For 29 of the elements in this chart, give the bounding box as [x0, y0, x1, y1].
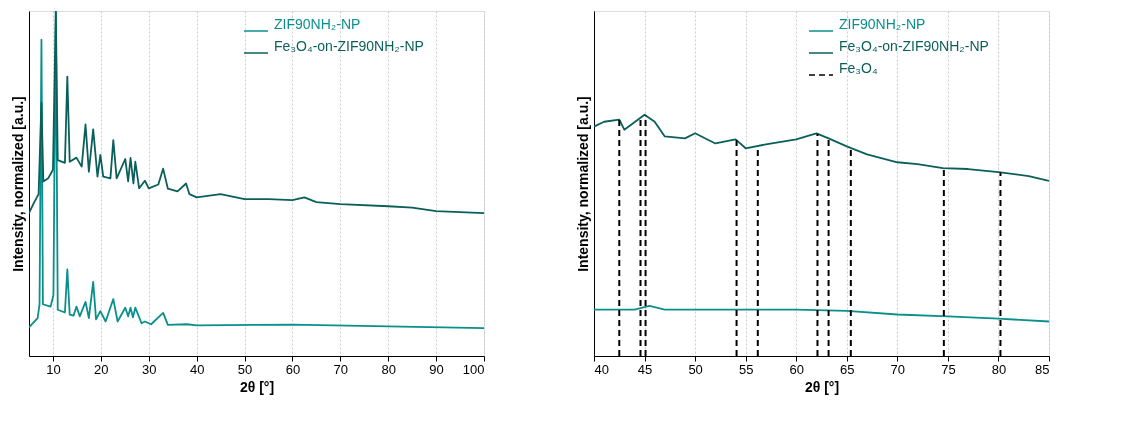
x-tick-label: 45 [637, 361, 653, 377]
x-tick-label: 60 [789, 361, 804, 377]
x-tick-label: 50 [688, 361, 703, 377]
x-tick-label: 10 [46, 361, 61, 377]
x-tick-label: 50 [237, 361, 253, 377]
y-axis-title: Intensity, normalized [a.u.] [9, 96, 26, 272]
x-tick-label: 80 [381, 361, 396, 377]
x-tick-label: 30 [142, 361, 157, 377]
x-axis-title: 2θ [°] [804, 378, 840, 395]
x-tick-label: 70 [333, 361, 349, 377]
y-axis-title: Intensity, normalized [a.u.] [574, 96, 591, 272]
legend-label: Fe₃O₄-on-ZIF90NH₂-NP [274, 38, 424, 54]
x-tick-label: 60 [285, 361, 301, 377]
x-tick-label: 70 [890, 361, 906, 377]
x-tick-label: 75 [941, 361, 956, 377]
x-tick-label: 40 [594, 361, 609, 377]
x-tick-label: 55 [738, 361, 754, 377]
legend-label: ZIF90NH₂-NP [839, 16, 926, 32]
x-tick-label: 80 [991, 361, 1007, 377]
x-tick-label: 90 [429, 361, 444, 377]
x-tick-label: 40 [189, 361, 205, 377]
legend-label: Fe₃O₄-on-ZIF90NH₂-NP [839, 38, 989, 54]
x-axis-title: 2θ [°] [239, 378, 275, 395]
x-tick-label: 100 [462, 361, 485, 377]
x-tick-label: 20 [94, 361, 109, 377]
x-tick-label: 85 [1035, 361, 1050, 377]
legend-label: ZIF90NH₂-NP [274, 16, 361, 32]
legend-label: Fe₃O₄ [839, 60, 878, 76]
x-tick-label: 65 [840, 361, 855, 377]
